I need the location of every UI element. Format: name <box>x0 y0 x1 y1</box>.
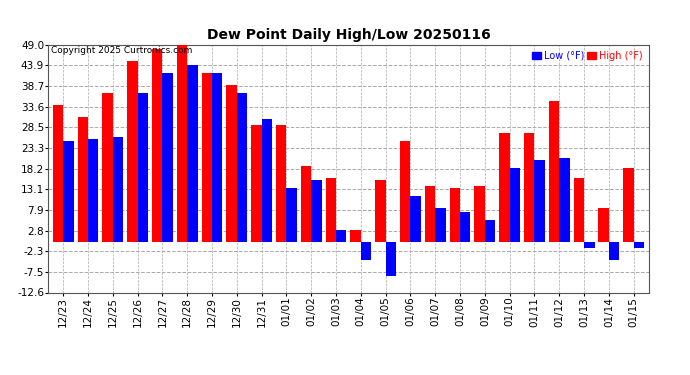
Bar <box>237 93 247 242</box>
Bar <box>549 101 560 242</box>
Bar <box>112 137 124 242</box>
Bar <box>212 73 222 242</box>
Bar <box>633 242 644 248</box>
Bar <box>500 134 510 242</box>
Bar <box>598 208 609 242</box>
Bar <box>63 141 74 242</box>
Bar <box>450 188 460 242</box>
Bar <box>386 242 396 276</box>
Bar <box>375 180 386 242</box>
Bar <box>311 180 322 242</box>
Bar <box>485 220 495 242</box>
Bar <box>435 208 446 242</box>
Bar <box>560 158 570 242</box>
Title: Dew Point Daily High/Low 20250116: Dew Point Daily High/Low 20250116 <box>206 28 491 42</box>
Bar <box>336 230 346 242</box>
Bar <box>400 141 411 242</box>
Bar <box>177 45 187 242</box>
Bar <box>460 212 471 242</box>
Bar <box>187 65 197 242</box>
Bar <box>623 168 633 242</box>
Bar <box>535 159 545 242</box>
Bar <box>351 230 361 242</box>
Text: Copyright 2025 Curtronics.com: Copyright 2025 Curtronics.com <box>51 46 193 55</box>
Bar <box>226 85 237 242</box>
Bar <box>77 117 88 242</box>
Bar <box>152 49 162 242</box>
Bar <box>326 178 336 242</box>
Bar <box>573 178 584 242</box>
Bar <box>102 93 112 242</box>
Legend: Low (°F), High (°F): Low (°F), High (°F) <box>531 50 644 62</box>
Bar <box>251 125 262 242</box>
Bar <box>301 165 311 242</box>
Bar <box>425 186 435 242</box>
Bar <box>286 188 297 242</box>
Bar <box>201 73 212 242</box>
Bar <box>411 196 421 242</box>
Bar <box>276 125 286 242</box>
Bar <box>52 105 63 242</box>
Bar <box>584 242 595 248</box>
Bar <box>510 168 520 242</box>
Bar <box>609 242 620 260</box>
Bar <box>162 73 172 242</box>
Bar <box>361 242 371 260</box>
Bar <box>137 93 148 242</box>
Bar <box>127 61 137 242</box>
Bar <box>262 119 272 242</box>
Bar <box>524 134 535 242</box>
Bar <box>475 186 485 242</box>
Bar <box>88 140 99 242</box>
